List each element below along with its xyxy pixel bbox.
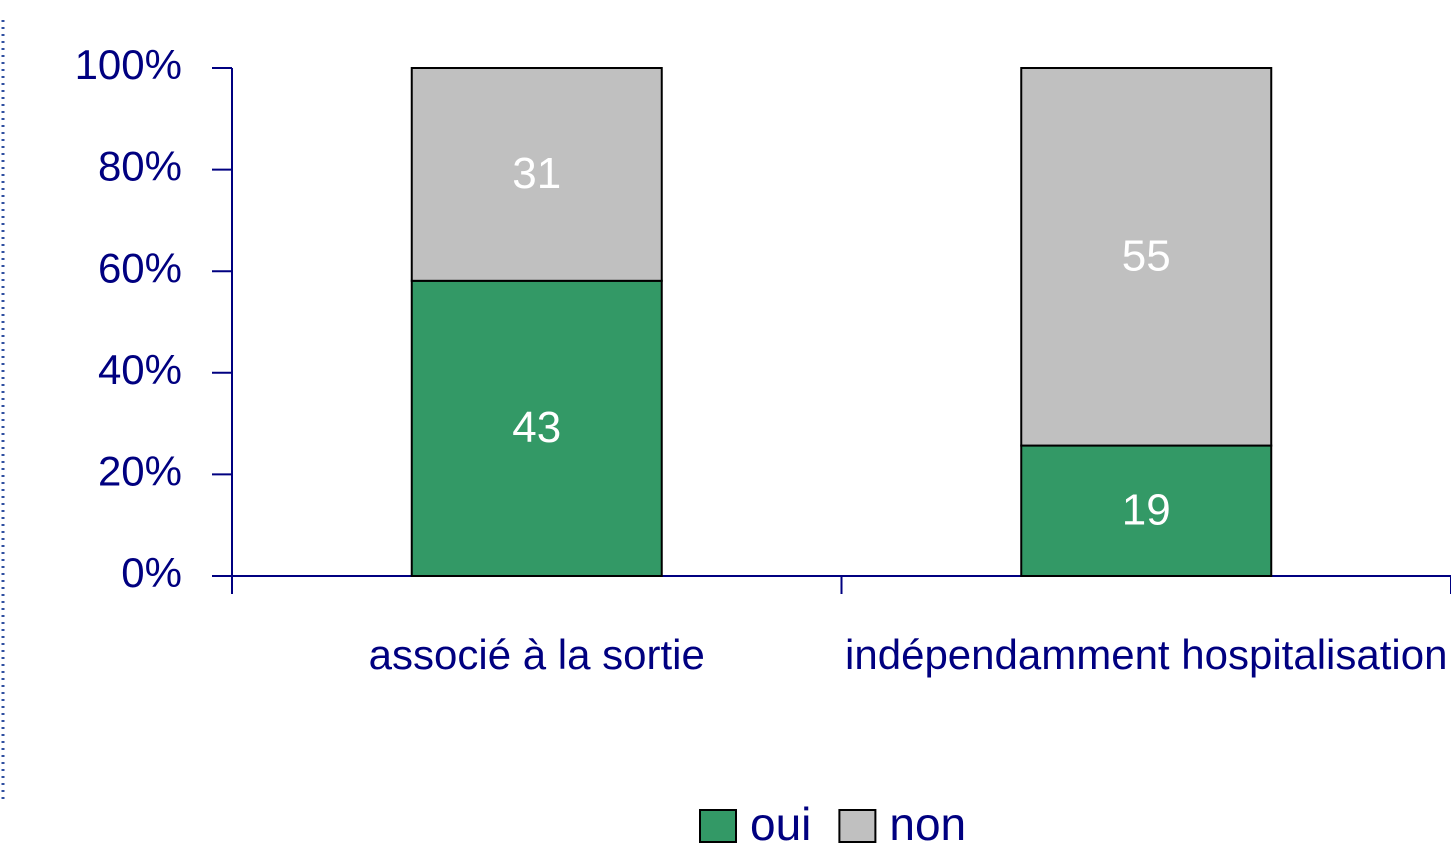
data-label: 43 <box>512 403 561 452</box>
y-tick-label: 80% <box>98 143 182 190</box>
y-tick-label: 20% <box>98 447 182 494</box>
y-tick-label: 40% <box>98 346 182 393</box>
legend-label: non <box>889 798 966 845</box>
bar-segment <box>1020 67 1273 447</box>
data-label: 55 <box>1122 231 1171 280</box>
x-tick-label: associé à la sortie <box>368 631 705 678</box>
data-label: 19 <box>1122 485 1171 534</box>
legend-label: oui <box>750 798 811 845</box>
data-label: 31 <box>512 149 561 198</box>
legend-swatch <box>838 809 877 843</box>
y-tick-label: 60% <box>98 244 182 291</box>
legend-swatch <box>699 809 737 843</box>
x-tick-label: indépendamment hospitalisation <box>845 631 1448 678</box>
bar-segment <box>1020 444 1273 577</box>
y-tick-label: 0% <box>121 549 182 596</box>
bar-segment <box>410 67 663 282</box>
y-tick-label: 100% <box>75 41 182 88</box>
